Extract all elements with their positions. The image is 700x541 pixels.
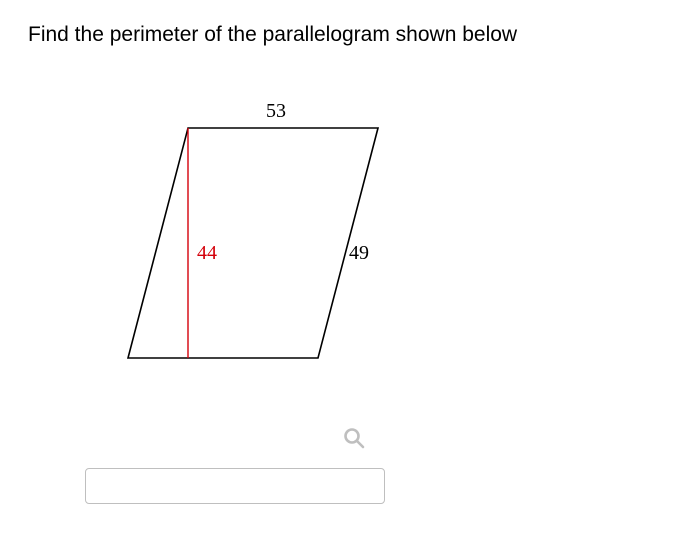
parallelogram-outline: [128, 128, 378, 358]
label-top-side: 53: [266, 100, 286, 123]
label-altitude: 44: [197, 242, 217, 265]
parallelogram-svg: [88, 98, 528, 398]
question-text: Find the perimeter of the parallelogram …: [28, 20, 672, 50]
answer-row: [85, 468, 385, 504]
parallelogram-figure: 53 44 49: [88, 98, 528, 418]
answer-input[interactable]: [85, 468, 385, 504]
search-icon[interactable]: [342, 426, 366, 450]
label-right-side: 49: [349, 242, 369, 265]
